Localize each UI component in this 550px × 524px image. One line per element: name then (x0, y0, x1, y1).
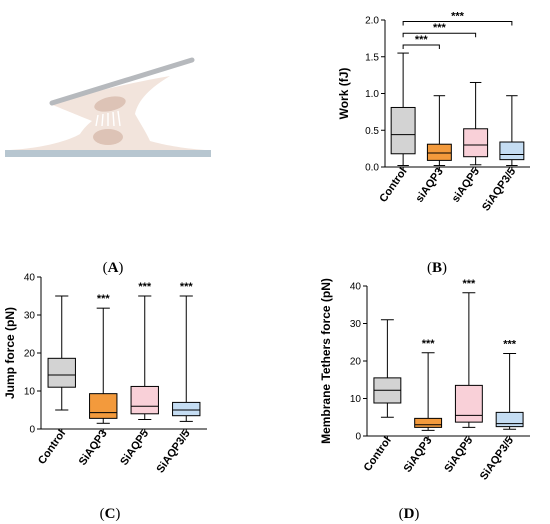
category-label: SiAQP3/5 (154, 428, 192, 475)
cell-illustration (5, 57, 211, 157)
y-tick-label: 0 (29, 425, 35, 436)
box-siaqp5 (454, 292, 483, 428)
significance-stars: *** (462, 278, 476, 290)
y-tick-label: 20 (350, 357, 362, 368)
y-tick-label: 2.0 (365, 16, 379, 27)
category-label: Control (362, 435, 394, 474)
y-tick-label: 0 (355, 432, 361, 443)
box-control (47, 295, 76, 411)
y-axis-label: Jump force (pN) (3, 307, 17, 399)
nucleus-top (94, 96, 126, 112)
panel-label-d: (D) (399, 506, 420, 522)
box-siaqp5 (130, 295, 159, 420)
category-label: siAQP5 (450, 166, 482, 205)
bracket-stars: *** (451, 10, 465, 22)
panel-label-b: (B) (427, 260, 447, 276)
y-tick-label: 0.0 (365, 163, 379, 174)
significance-stars: *** (503, 339, 517, 351)
work-box-chart: 0.0 0.5 1.0 1.5 2.0 Work (fJ) Control siAQP3 siA… (337, 10, 530, 213)
box-iqr (390, 106, 416, 155)
box-iqr (47, 357, 76, 388)
significance-stars: *** (422, 338, 436, 350)
y-axis-label: Work (fJ) (337, 68, 351, 120)
box-siaqp3 (89, 307, 118, 424)
category-label: SiAQP3 (77, 428, 110, 468)
nucleus-bottom (93, 129, 123, 145)
significance-stars: *** (138, 281, 152, 293)
y-tick-label: 40 (24, 273, 36, 284)
box-iqr (499, 141, 525, 161)
significance-bracket: *** (402, 10, 513, 26)
category-label: SiAQP5 (118, 428, 151, 468)
y-tick-label: 20 (24, 349, 36, 360)
box-iqr (172, 401, 201, 417)
tether-force-box-chart: 0 10 20 30 40 Membrane Tethers force (pN) Cont… (319, 278, 530, 482)
cantilever (49, 57, 195, 106)
category-label: SiAQP5 (442, 435, 475, 475)
category-label: SiAQP3/5 (478, 435, 516, 482)
panel-label-c: (C) (100, 506, 121, 522)
bracket-line (402, 20, 513, 26)
significance-bracket: *** (402, 34, 440, 49)
y-tick-label: 10 (350, 394, 362, 405)
box-siaqp3-5 (499, 95, 525, 167)
category-label: SiAQP3 (402, 435, 435, 475)
box-iqr (495, 411, 524, 428)
significance-bracket: *** (402, 22, 477, 38)
significance-stars: *** (97, 293, 111, 305)
category-label: siAQP3 (414, 166, 446, 205)
box-iqr (426, 143, 452, 161)
significance-stars: *** (180, 281, 194, 293)
y-tick-label: 30 (350, 319, 362, 330)
box-control (390, 52, 416, 167)
bracket-line (402, 44, 440, 49)
category-label: Control (377, 166, 409, 205)
y-tick-label: 40 (350, 282, 362, 293)
box-iqr (463, 128, 489, 158)
jump-force-box-chart: 0 10 20 30 40 Jump force (pN) Control SiAQP3 ***… (3, 273, 207, 475)
box-iqr (89, 393, 118, 419)
y-tick-label: 1.5 (365, 52, 379, 63)
y-axis-label: Membrane Tethers force (pN) (319, 278, 333, 444)
box-siaqp3 (426, 95, 452, 167)
bracket-stars: *** (433, 22, 447, 34)
box-iqr (414, 417, 443, 428)
membrane-tethers (95, 110, 121, 127)
bracket-line (402, 32, 477, 38)
category-label: Control (36, 428, 68, 467)
box-siaqp3 (414, 352, 443, 431)
box-siaqp5 (463, 81, 489, 166)
category-label: SiAQP3/5 (480, 166, 518, 213)
y-tick-label: 30 (24, 311, 36, 322)
box-iqr (454, 384, 483, 423)
panel-label-a: (A) (103, 260, 124, 276)
substrate (5, 150, 211, 157)
box-siaqp3-5 (495, 353, 524, 430)
box-iqr (130, 385, 159, 415)
box-control (373, 319, 402, 418)
y-tick-label: 0.5 (365, 126, 379, 137)
box-siaqp3-5 (172, 295, 201, 422)
y-tick-label: 10 (24, 387, 36, 398)
y-tick-label: 1.0 (365, 89, 379, 100)
bracket-stars: *** (415, 34, 429, 46)
